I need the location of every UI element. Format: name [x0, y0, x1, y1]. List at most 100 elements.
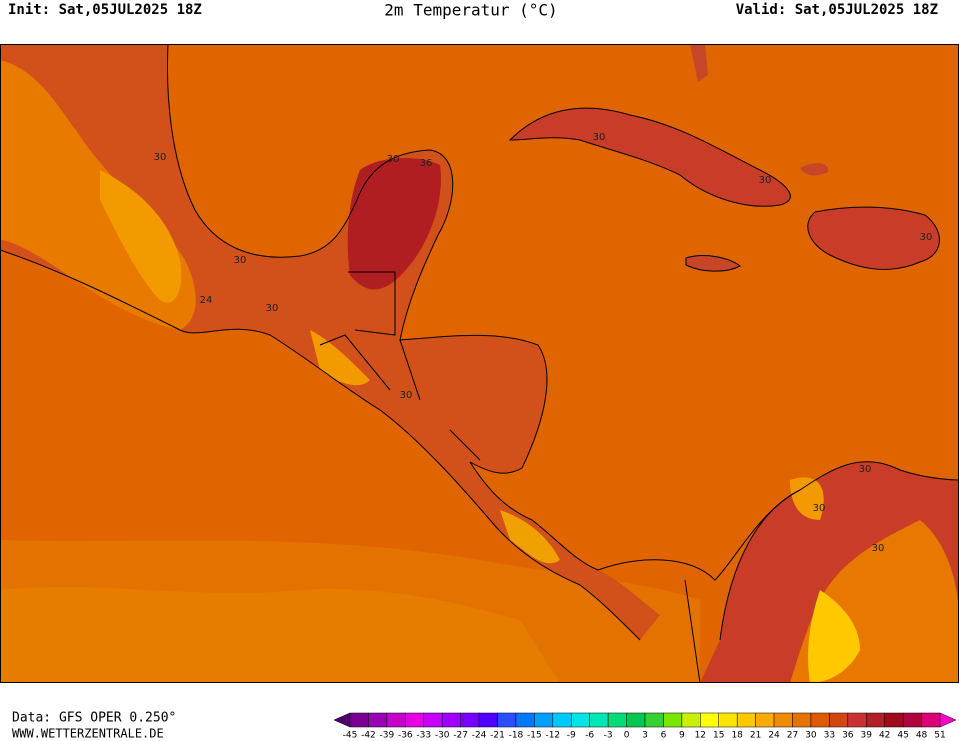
hispaniola	[807, 207, 940, 270]
coastline	[0, 249, 641, 641]
colorbar-swatch	[534, 712, 554, 728]
colorbar-swatch	[349, 712, 369, 728]
colorbar-swatch	[792, 712, 812, 728]
colorbar: -45 -42 -39 -36 -33 -30 -27 -24 -21 -18 -15 -12 -9 -6…	[333, 712, 957, 741]
border	[319, 271, 701, 684]
contour-label: 30	[859, 464, 872, 475]
colorbar-swatch	[736, 712, 756, 728]
island	[800, 163, 829, 176]
valid-label: Valid: Sat,05JUL2025 18Z	[736, 2, 938, 18]
coastline	[167, 43, 801, 581]
colorbar-tick-label: 51	[934, 731, 945, 741]
colorbar-tick-label: 30	[805, 731, 817, 741]
colorbar-tick-label: -30	[435, 731, 450, 741]
pacific-warm-zone	[0, 587, 560, 683]
colorbar-swatch	[921, 712, 941, 728]
colorbar-tick-label: 39	[861, 731, 873, 741]
colorbar-tick-label: 18	[731, 731, 743, 741]
colorbar-tick-label: 6	[661, 731, 667, 741]
colorbar-swatch	[478, 712, 498, 728]
colorbar-swatch	[700, 712, 719, 728]
colorbar-swatch	[368, 712, 388, 728]
island	[690, 44, 708, 82]
colorbar-tick-label: 3	[642, 731, 648, 741]
contour-label: 30	[266, 303, 279, 314]
colorbar-tick-label: -9	[567, 731, 576, 741]
colorbar-swatch	[515, 712, 535, 728]
colorbar-swatch	[607, 712, 627, 728]
cuba	[510, 108, 791, 207]
colorbar-arrow	[939, 712, 957, 728]
colorbar-swatch	[773, 712, 793, 728]
colorbar-swatch	[552, 712, 572, 728]
colorbar-swatch	[829, 712, 849, 728]
colorbar-swatch	[810, 712, 830, 728]
colorbar-tick-label: -3	[604, 731, 613, 741]
init-label: Init: Sat,05JUL2025 18Z	[8, 2, 202, 18]
highlands-warm	[100, 170, 182, 303]
contour-label: 30	[759, 175, 772, 186]
colorbar-tick-label: -36	[398, 731, 413, 741]
colorbar-tick-label: 33	[824, 731, 835, 741]
yucatan-hot	[347, 158, 441, 290]
warm-spot	[790, 477, 824, 520]
colorbar-tick-label: 15	[713, 731, 724, 741]
colorbar-swatch	[644, 712, 664, 728]
colorbar-swatch	[755, 712, 775, 728]
contour-labels: 30 36 30 24 30 30 30 30 30 30 30 30 30	[154, 132, 933, 554]
map-title: 2m Temperatur (°C)	[384, 1, 557, 20]
colorbar-swatch	[405, 712, 424, 728]
highlands-warm	[310, 330, 370, 386]
colorbar-swatch	[386, 712, 406, 728]
colorbar-swatch	[626, 712, 646, 728]
colorbar-tick-label: -21	[490, 731, 505, 741]
contour-label: 30	[813, 503, 826, 514]
contour-label: 30	[400, 390, 413, 401]
contour-label: 30	[872, 543, 885, 554]
colorbar-tick-label: 12	[695, 731, 706, 741]
colorbar-swatch	[571, 712, 590, 728]
colorbar-swatch	[423, 712, 443, 728]
colorbar-tick-label: -39	[380, 731, 395, 741]
colorbar-swatch	[460, 712, 480, 728]
website: WWW.WETTERZENTRALE.DE	[12, 727, 164, 741]
colorbar-arrow	[333, 712, 351, 728]
colorbar-tick-label: 36	[842, 731, 854, 741]
colorbar-tick-label: -45	[343, 731, 358, 741]
costa-rica-warm	[500, 510, 560, 564]
colorbar-tick-label: -24	[472, 731, 487, 741]
colorbar-swatch	[681, 712, 701, 728]
contour-label: 24	[200, 295, 213, 306]
colorbar-swatch	[884, 712, 904, 728]
colorbar-swatch	[718, 712, 738, 728]
mexico-central-america	[0, 44, 660, 640]
colorbar-swatch	[497, 712, 517, 728]
colorbar-tick-label: -27	[453, 731, 468, 741]
colorbar-tick-label: -12	[545, 731, 560, 741]
colorbar-swatch	[866, 712, 885, 728]
colorbar-tick-label: 45	[897, 731, 908, 741]
hot-spot	[808, 590, 860, 683]
colorbar-tick-label: -18	[509, 731, 524, 741]
contour-label: 30	[920, 232, 933, 243]
contour-label: 30	[387, 154, 400, 165]
colorbar-tick-label: -33	[416, 731, 431, 741]
contour-label: 36	[420, 158, 433, 169]
colorbar-tick-label: -42	[361, 731, 376, 741]
colorbar-swatch	[663, 712, 683, 728]
colorbar-tick-label: 9	[679, 731, 685, 741]
data-source: Data: GFS OPER 0.250°	[12, 711, 176, 726]
colorbar-tick-label: 24	[768, 731, 780, 741]
colorbar-tick-label: 27	[787, 731, 798, 741]
colorbar-tick-label: 21	[750, 731, 761, 741]
colorbar-swatch	[589, 712, 609, 728]
colorbar-tick-label: -15	[527, 731, 542, 741]
colorbar-swatch	[847, 712, 867, 728]
contour-label: 30	[234, 255, 247, 266]
colorbar-swatch	[902, 712, 922, 728]
map: 30 36 30 24 30 30 30 30 30 30 30 30 30	[0, 43, 959, 684]
coastline	[508, 107, 959, 641]
colorbar-tick-label: -6	[585, 731, 594, 741]
colorbar-tick-label: 42	[879, 731, 890, 741]
